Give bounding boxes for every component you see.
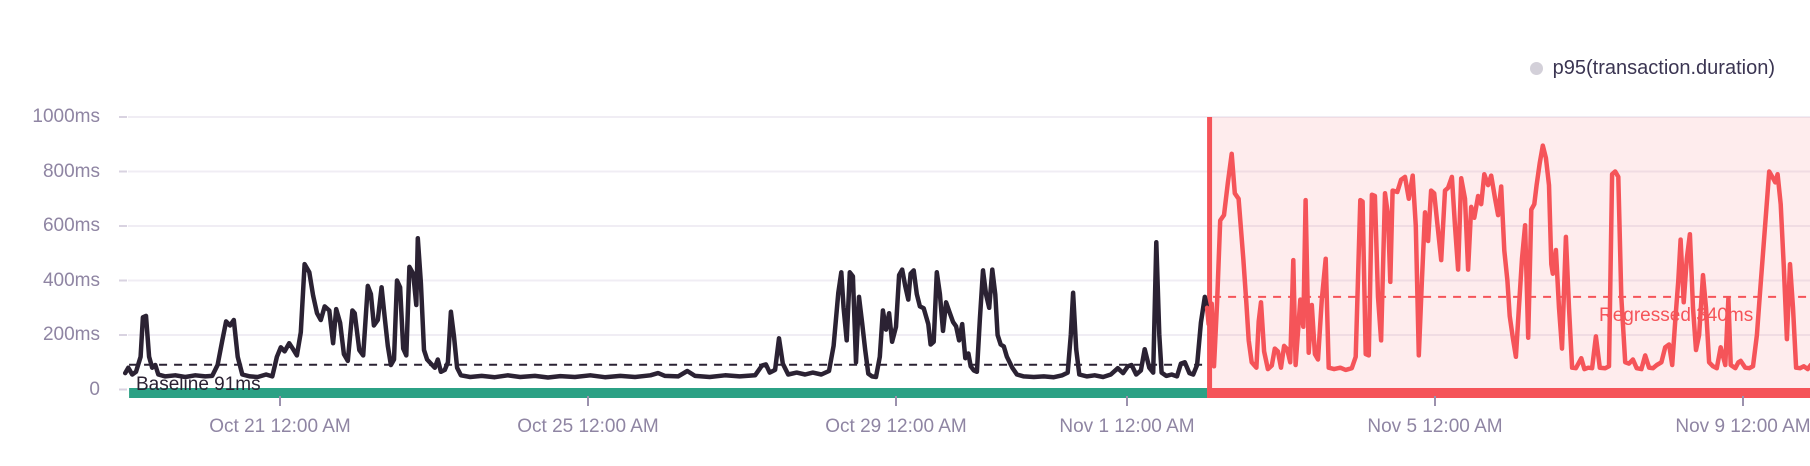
regressed-annotation-label: Regressed 340ms <box>1599 304 1754 326</box>
y-axis-label-0: 0 <box>89 378 100 400</box>
y-axis-tick-marks <box>119 116 127 391</box>
y-axis-label-800ms: 800ms <box>42 160 100 182</box>
x-axis-label-nov-9-12-00-am: Nov 9 12:00 AM <box>1675 416 1810 437</box>
legend-series-label: p95(transaction.duration) <box>1552 57 1775 79</box>
y-axis-label-1000ms: 1000ms <box>32 106 100 127</box>
y-axis-label-400ms: 400ms <box>42 269 100 291</box>
x-axis-label-oct-21-12-00-am: Oct 21 12:00 AM <box>209 416 351 437</box>
x-axis-label-nov-1-12-00-am: Nov 1 12:00 AM <box>1059 416 1195 437</box>
x-axis-label-oct-25-12-00-am: Oct 25 12:00 AM <box>517 416 659 437</box>
p95-series-before-regression <box>122 236 1210 380</box>
x-axis-label-oct-29-12-00-am: Oct 29 12:00 AM <box>825 416 967 437</box>
regressed-period-bar <box>1207 388 1810 398</box>
x-axis-tick-marks <box>279 396 1744 406</box>
chart-legend[interactable]: p95(transaction.duration) <box>1529 56 1775 80</box>
y-axis-label-200ms: 200ms <box>42 324 100 345</box>
y-axis-label-600ms: 600ms <box>42 215 100 236</box>
p95-series-after-regression <box>1204 143 1810 373</box>
legend-series-dot-icon <box>1529 61 1543 75</box>
x-axis-label-nov-5-12-00-am: Nov 5 12:00 AM <box>1367 416 1503 437</box>
baseline-period-bar <box>129 388 1208 398</box>
baseline-annotation-label: Baseline 91ms <box>136 373 261 395</box>
